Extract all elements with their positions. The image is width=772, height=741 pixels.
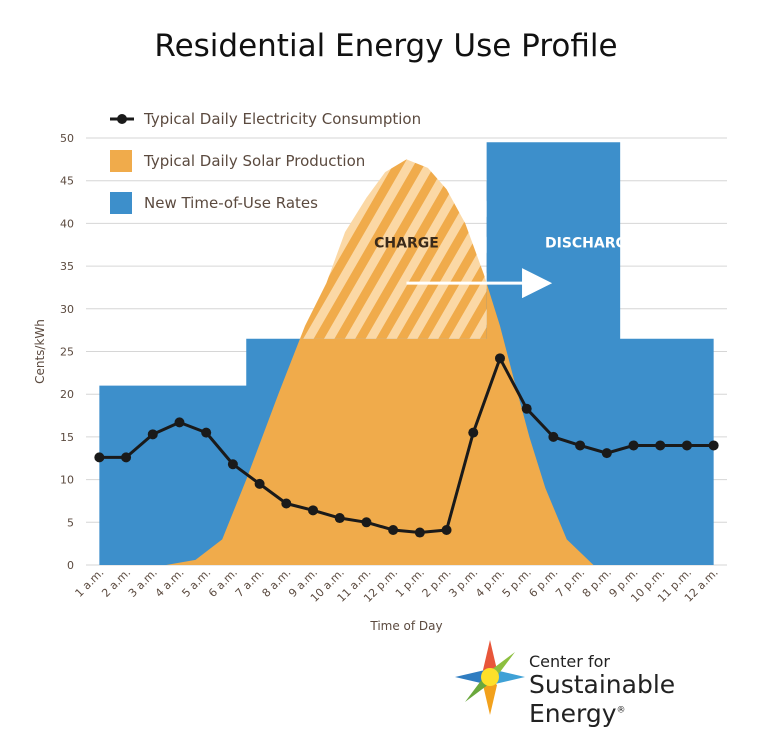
- series-layer: CHARGE DISCHARGE: [94, 142, 727, 565]
- consumption-point: [601, 448, 612, 459]
- consumption-point: [521, 403, 532, 414]
- x-tick-label: 7 a.m.: [233, 566, 267, 600]
- y-tick-label: 20: [60, 388, 74, 401]
- x-tick-label: 6 a.m.: [206, 566, 240, 600]
- logo-name: Sustainable Energy: [529, 670, 676, 728]
- y-tick-label: 35: [60, 260, 74, 273]
- y-tick-label: 40: [60, 217, 74, 230]
- x-tick-label: 4 p.m.: [473, 566, 507, 600]
- legend-rates-label: New Time-of-Use Rates: [144, 194, 318, 212]
- consumption-point: [227, 459, 238, 470]
- consumption-point: [655, 440, 666, 451]
- x-tick-label: 8 p.m.: [580, 566, 614, 600]
- consumption-point: [681, 440, 692, 451]
- x-tick-label: 2 p.m.: [420, 566, 454, 600]
- consumption-point: [494, 353, 505, 364]
- sun-star-logo-icon: [455, 640, 525, 715]
- legend-solar-label: Typical Daily Solar Production: [143, 152, 365, 170]
- consumption-point: [708, 440, 719, 451]
- y-tick-label: 25: [60, 346, 74, 359]
- x-axis-label: Time of Day: [369, 619, 442, 633]
- x-tick-label: 3 p.m.: [446, 566, 480, 600]
- center-for-sustainable-energy-logo: Center for Sustainable Energy®: [455, 640, 745, 728]
- discharge-label: DISCHARGE: [545, 235, 637, 251]
- logo-text-line1: Center for: [529, 652, 610, 671]
- x-axis-ticks: 1 a.m.2 a.m.3 a.m.4 a.m.5 a.m.6 a.m.7 a.…: [73, 566, 721, 605]
- chart-title: Residential Energy Use Profile: [154, 28, 618, 64]
- x-tick-label: 7 p.m.: [553, 566, 587, 600]
- legend-consumption-label: Typical Daily Electricity Consumption: [143, 110, 421, 128]
- x-tick-label: 1 p.m.: [393, 566, 427, 600]
- legend-consumption-marker: [117, 114, 127, 124]
- y-axis-label: Cents/kWh: [33, 319, 47, 384]
- y-tick-label: 50: [60, 132, 74, 145]
- x-tick-label: 8 a.m.: [260, 566, 294, 600]
- y-tick-label: 10: [60, 474, 74, 487]
- consumption-point: [388, 524, 399, 535]
- x-tick-label: 5 p.m.: [500, 566, 534, 600]
- consumption-point: [121, 452, 132, 463]
- consumption-point: [414, 527, 425, 538]
- x-tick-label: 1 a.m.: [73, 566, 107, 600]
- consumption-point: [441, 524, 452, 535]
- consumption-point: [94, 452, 105, 463]
- consumption-point: [361, 517, 372, 528]
- legend-rates-swatch: [110, 192, 132, 214]
- charge-label: CHARGE: [374, 235, 439, 251]
- consumption-point: [281, 498, 292, 509]
- x-tick-label: 6 p.m.: [526, 566, 560, 600]
- y-tick-label: 15: [60, 431, 74, 444]
- consumption-point: [254, 478, 265, 489]
- consumption-point: [308, 505, 319, 516]
- consumption-point: [548, 431, 559, 442]
- consumption-point: [201, 427, 212, 438]
- legend: Typical Daily Electricity Consumption Typ…: [110, 110, 421, 214]
- y-tick-label: 45: [60, 175, 74, 188]
- consumption-point: [174, 417, 185, 428]
- consumption-point: [147, 429, 158, 440]
- consumption-point: [628, 440, 639, 451]
- y-axis-ticks: 0 5 10 15 20 25 30 35 40 45 50: [60, 132, 74, 572]
- consumption-point: [575, 440, 586, 451]
- x-tick-label: 3 a.m.: [126, 566, 160, 600]
- y-tick-label: 0: [67, 559, 74, 572]
- legend-solar-swatch: [110, 150, 132, 172]
- x-tick-label: 4 a.m.: [153, 566, 187, 600]
- y-tick-label: 30: [60, 303, 74, 316]
- x-tick-label: 2 a.m.: [99, 566, 133, 600]
- logo-text-line2: Sustainable Energy®: [529, 670, 745, 728]
- consumption-point: [468, 427, 479, 438]
- y-tick-label: 5: [67, 516, 74, 529]
- x-tick-label: 5 a.m.: [179, 566, 213, 600]
- registered-mark: ®: [616, 705, 626, 716]
- solar-production-area: [99, 159, 714, 565]
- consumption-point: [334, 513, 345, 524]
